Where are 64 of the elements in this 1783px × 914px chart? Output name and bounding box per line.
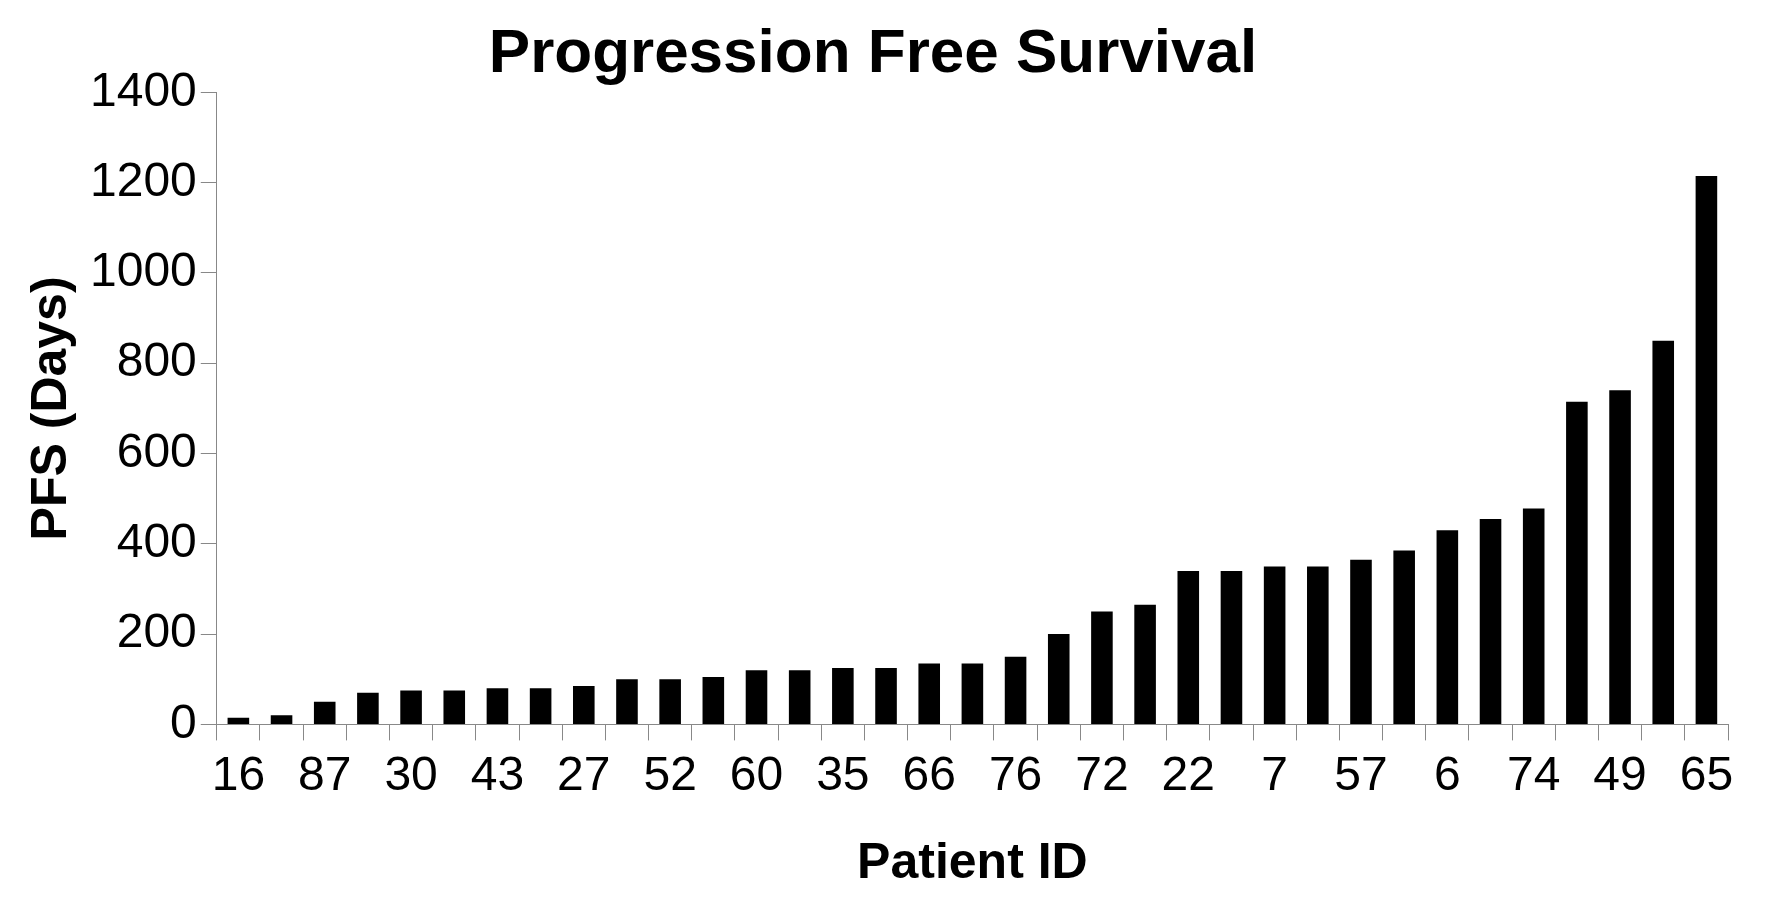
bar xyxy=(745,670,768,724)
bar xyxy=(529,688,552,724)
bar xyxy=(1134,604,1156,724)
x-tick-label: 7 xyxy=(1261,747,1288,801)
x-tick-label: 60 xyxy=(729,747,784,801)
x-tick-label: 43 xyxy=(470,747,525,801)
y-tick-label: 1000 xyxy=(90,243,197,297)
y-tick-label: 1400 xyxy=(90,62,197,116)
bar xyxy=(1479,519,1502,724)
bar xyxy=(1695,175,1718,724)
x-tick-label: 74 xyxy=(1507,747,1561,801)
x-axis-title: Patient ID xyxy=(857,832,1088,889)
x-tick-label: 6 xyxy=(1433,747,1461,801)
bar xyxy=(1522,508,1545,724)
y-tick-label: 600 xyxy=(116,423,197,477)
bar xyxy=(875,667,897,724)
bar xyxy=(961,663,984,724)
x-tick-label: 35 xyxy=(816,747,870,801)
y-tick-label: 0 xyxy=(170,694,197,748)
bar xyxy=(918,663,941,724)
y-tick-label: 1200 xyxy=(90,152,197,206)
bar xyxy=(1609,390,1631,724)
x-tick-label: 49 xyxy=(1593,747,1647,801)
bar xyxy=(1047,634,1070,724)
bar xyxy=(832,667,854,724)
bar xyxy=(1652,340,1675,724)
bar xyxy=(1091,611,1113,724)
y-tick-label: 400 xyxy=(116,514,197,568)
bar xyxy=(1177,570,1200,724)
x-tick-label: 22 xyxy=(1161,747,1215,801)
x-tick-label: 66 xyxy=(902,747,956,801)
chart-title: Progression Free Survival xyxy=(488,16,1258,86)
bar xyxy=(270,715,293,724)
bar xyxy=(616,679,638,724)
x-tick-label: 72 xyxy=(1075,747,1129,801)
x-tick-label: 57 xyxy=(1334,747,1388,801)
bar xyxy=(1566,401,1588,724)
bar xyxy=(486,688,509,724)
y-tick-label: 200 xyxy=(116,604,197,658)
bar xyxy=(400,690,422,724)
bar xyxy=(659,679,681,724)
bar xyxy=(227,717,250,724)
x-tick-label: 52 xyxy=(643,747,697,801)
x-tick-label: 27 xyxy=(557,747,611,801)
bar xyxy=(1436,530,1459,724)
x-tick-label: 16 xyxy=(211,747,266,801)
x-tick-label: 87 xyxy=(298,747,352,801)
bar xyxy=(357,692,379,724)
bar xyxy=(443,690,466,724)
bar xyxy=(788,670,811,724)
y-tick-label: 800 xyxy=(116,333,197,387)
bar xyxy=(1307,566,1329,724)
x-tick-label: 76 xyxy=(988,747,1043,801)
bar xyxy=(702,677,725,724)
bar xyxy=(573,686,595,724)
bar xyxy=(1004,656,1027,724)
x-tick-label: 30 xyxy=(384,747,438,801)
bar xyxy=(313,701,336,724)
y-axis-title: PFS (Days) xyxy=(20,276,77,541)
bar xyxy=(1393,550,1415,724)
bar xyxy=(1263,566,1286,724)
bar xyxy=(1220,570,1243,724)
bar xyxy=(1350,559,1372,724)
x-tick-label: 65 xyxy=(1679,747,1734,801)
